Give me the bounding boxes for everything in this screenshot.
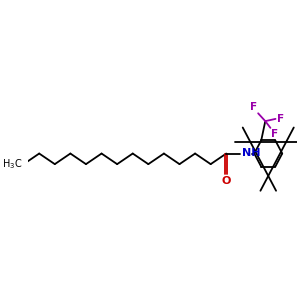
Text: F: F [277, 114, 284, 124]
Text: NH: NH [242, 148, 260, 158]
Text: O: O [222, 176, 231, 187]
Text: F: F [250, 102, 257, 112]
Text: $\mathsf{H_3C}$: $\mathsf{H_3C}$ [2, 157, 22, 171]
Text: F: F [271, 129, 278, 139]
